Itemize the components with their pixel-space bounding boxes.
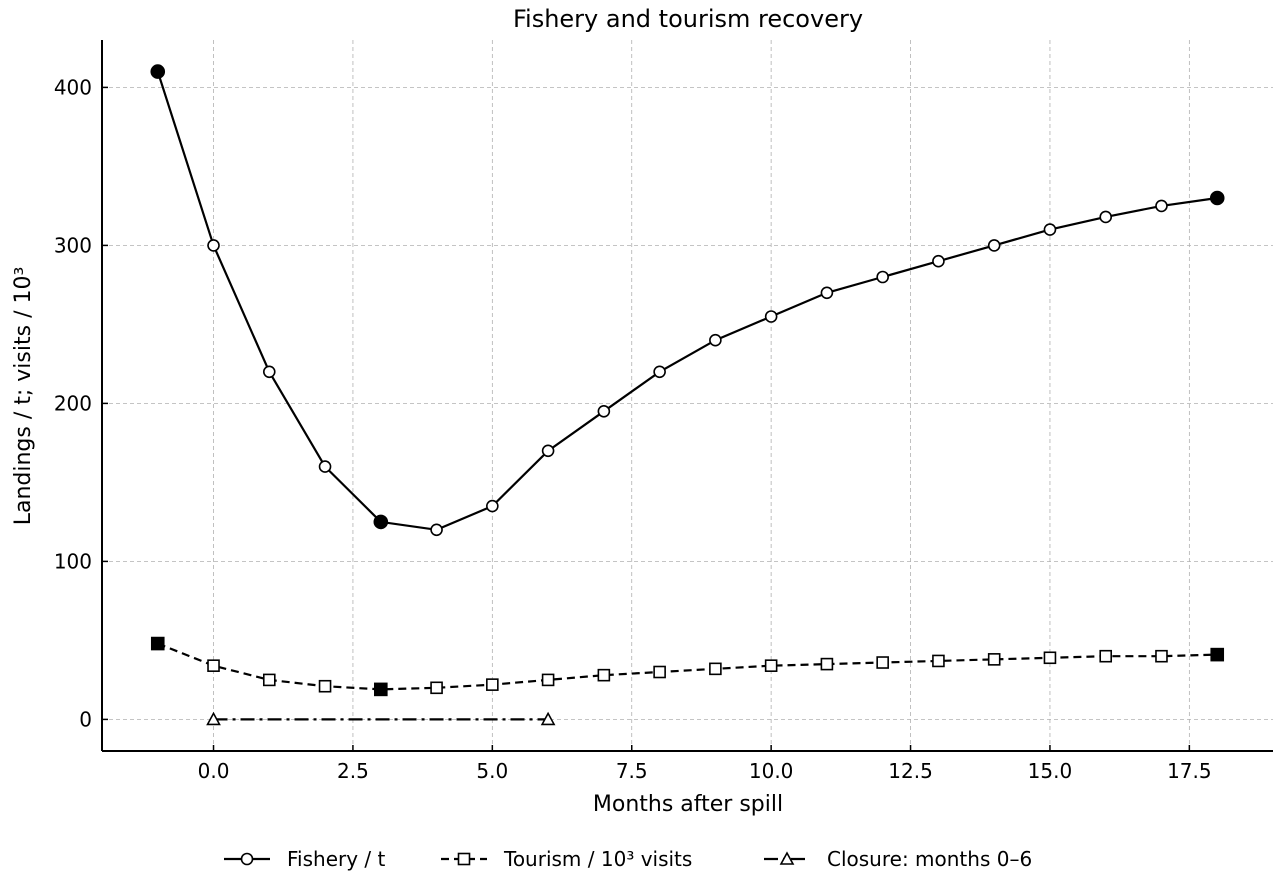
tourism-point [932,654,945,668]
fishery-point [207,239,220,252]
closure-point [206,711,221,726]
y-tick-label: 300 [54,233,92,257]
fishery-point [318,460,332,473]
y-tick-label: 400 [54,75,92,99]
legend-swatch-marker [457,852,471,866]
legend: Fishery / t Tourism / 10³ visits Closure: … [224,847,1032,871]
tourism-highlight-point [150,636,165,651]
legend-label: Fishery / t [287,847,386,871]
fishery-point [486,499,499,513]
fishery-point [1155,199,1168,213]
tourism-highlight-point [1210,647,1225,662]
legend-item-tourism: Tourism / 10³ visits [441,847,692,871]
tourism-point [1043,651,1057,665]
fishery-point [876,270,889,284]
fishery-point [653,365,666,379]
fishery-point [820,286,834,300]
fishery-point [1099,210,1113,224]
x-tick-label: 0.0 [198,759,230,783]
legend-swatch-marker [779,851,795,865]
x-tick-label: 2.5 [337,759,369,783]
fishery-series [150,64,1225,537]
tourism-point [597,668,611,682]
legend-label: Closure: months 0–6 [827,847,1032,871]
tourism-point [1155,649,1168,663]
axes-layer: 0.0 2.5 5.0 7.5 10.0 12.5 15.0 17.5 0 100 200 300 40… [54,40,1273,783]
tourism-point [1099,649,1113,663]
tourism-point [653,665,666,679]
x-axis-label: Months after spill [593,792,783,817]
fishery-highlight-point [1209,190,1225,206]
x-tick-label: 12.5 [888,759,933,783]
fishery-point [764,310,778,323]
y-tick-label: 0 [79,707,92,731]
legend-label: Tourism / 10³ visits [503,847,692,871]
tourism-point [820,657,834,671]
y-tick-label: 200 [54,391,92,415]
tourism-point [987,653,1001,666]
grid-layer [102,40,1273,751]
tourism-point [541,673,555,687]
tourism-point [207,659,220,672]
x-tick-label: 7.5 [616,759,648,783]
x-tick-label: 17.5 [1167,759,1212,783]
x-tick-label: 15.0 [1028,759,1073,783]
fishery-point [932,254,945,268]
tourism-point [430,681,443,695]
chart-title: Fishery and tourism recovery [513,5,863,33]
tourism-point [876,656,889,669]
series-layer [150,64,1225,726]
fishery-point [597,404,611,418]
tourism-highlight-point [374,682,388,697]
tourism-point [709,662,722,676]
tourism-point [318,679,332,693]
fishery-highlight-point [150,64,166,79]
x-tick-label: 10.0 [749,759,794,783]
tourism-point [764,659,778,672]
fishery-point [541,444,555,458]
y-axis-label: Landings / t; visits / 10³ [11,267,36,526]
closure-series [206,711,556,726]
legend-item-closure: Closure: months 0–6 [764,847,1032,871]
closure-point [540,711,556,726]
legend-swatch-marker [240,852,254,866]
fishery-highlight-point [373,514,389,530]
fishery-point [987,239,1001,252]
tourism-series [150,636,1225,697]
tourism-point [486,678,499,691]
y-tick-label: 100 [54,549,92,573]
fishery-line [156,71,1218,531]
fishery-point [1043,223,1057,236]
fishery-point [709,333,722,347]
x-tick-label: 5.0 [476,759,508,783]
fishery-point [262,365,276,379]
tourism-point [262,673,276,687]
fishery-point [430,523,443,537]
legend-item-fishery: Fishery / t [224,847,386,871]
tourism-line [157,642,1218,691]
